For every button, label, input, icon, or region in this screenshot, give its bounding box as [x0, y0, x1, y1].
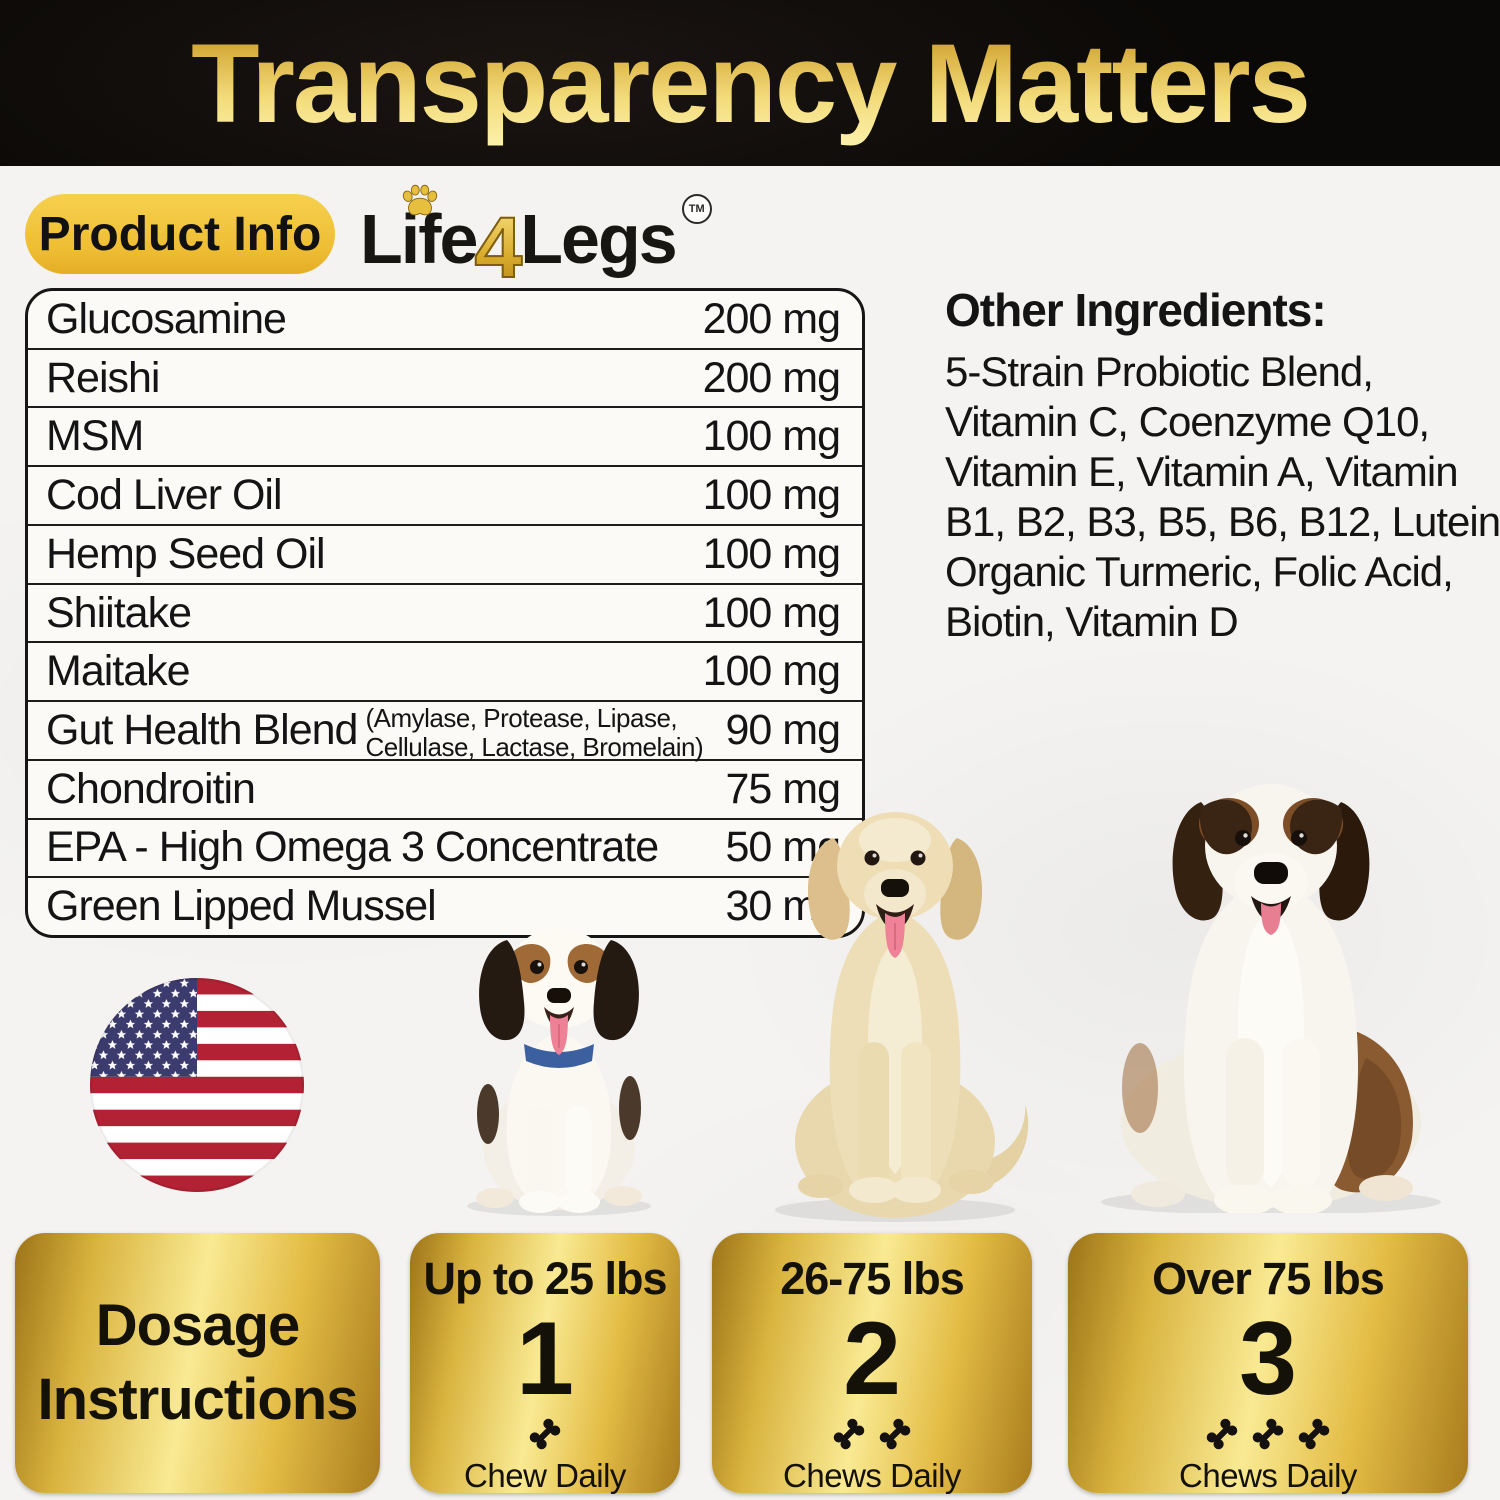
ingredient-amount: 100 mg	[702, 588, 841, 637]
beagle-puppy-photo	[467, 928, 651, 1216]
table-row: Maitake 100 mg	[28, 643, 862, 703]
dosage-heading-line2: Instructions	[37, 1367, 359, 1432]
other-ingredients-title: Other Ingredients:	[945, 284, 1327, 336]
ingredient-name: Shiitake	[46, 588, 192, 637]
table-row: EPA - High Omega 3 Concentrate 50 mg	[28, 820, 862, 879]
golden-retriever-photo	[775, 812, 1029, 1222]
other-ingredients-line: B1, B2, B3, B5, B6, B12, Lutein,	[945, 498, 1500, 545]
bone-icon-row	[828, 1413, 916, 1455]
table-row: Hemp Seed Oil 100 mg	[28, 526, 862, 585]
other-ingredients-line: Vitamin C, Coenzyme Q10,	[945, 398, 1430, 445]
chew-unit-label: Chews Daily	[783, 1457, 961, 1494]
dosage-option-large-dog: Over 75 lbs 3 Chews Daily	[1068, 1233, 1468, 1494]
chew-count: 2	[843, 1301, 901, 1417]
dosage-option-medium-dog: 26-75 lbs 2 Chews Daily	[712, 1233, 1032, 1494]
chew-unit-label: Chews Daily	[1179, 1457, 1357, 1494]
ingredient-amount: 100 mg	[702, 647, 841, 696]
table-row: Cod Liver Oil 100 mg	[28, 467, 862, 526]
ingredient-amount: 100 mg	[702, 529, 841, 578]
table-row: Shiitake 100 mg	[28, 585, 862, 644]
ingredient-amount: 200 mg	[702, 353, 841, 402]
weight-label: Over 75 lbs	[1152, 1253, 1385, 1304]
other-ingredients-line: Biotin, Vitamin D	[945, 598, 1239, 645]
header: Transparency Matters	[0, 0, 1500, 166]
weight-label: Up to 25 lbs	[423, 1253, 667, 1304]
dosage-heading-panel: Dosage Instructions	[15, 1233, 380, 1493]
logo-word-legs: Legs	[520, 200, 677, 278]
ingredient-amount: 100 mg	[702, 412, 841, 461]
table-row-gut-health: Gut Health Blend (Amylase, Protease, Lip…	[28, 702, 862, 761]
ingredient-name: Hemp Seed Oil	[46, 529, 326, 578]
table-row: Reishi 200 mg	[28, 350, 862, 409]
bone-icon-row	[1201, 1413, 1335, 1455]
ingredient-amount: 75 mg	[725, 764, 841, 813]
page-title: Transparency Matters	[191, 20, 1311, 146]
usa-flag-icon	[90, 978, 304, 1192]
dosage-option-small-dog: Up to 25 lbs 1 Chew Daily	[410, 1233, 680, 1494]
chew-count: 3	[1239, 1301, 1297, 1417]
table-row: MSM 100 mg	[28, 408, 862, 468]
saint-bernard-photo	[1101, 784, 1441, 1213]
logo-word-life: Life	[360, 184, 478, 282]
ingredient-name: Maitake	[46, 647, 191, 696]
ingredient-name: Glucosamine	[46, 294, 287, 343]
dosage-heading-line1: Dosage	[95, 1293, 301, 1358]
weight-label: 26-75 lbs	[780, 1253, 965, 1304]
bone-icon	[529, 1418, 561, 1450]
bone-icon	[1252, 1418, 1284, 1450]
ingredient-amount: 100 mg	[702, 471, 841, 520]
chew-count: 1	[516, 1301, 574, 1417]
table-row: Green Lipped Mussel 30 mg	[28, 878, 862, 935]
bone-icon	[879, 1418, 911, 1450]
product-info-label: Product Info	[38, 207, 322, 261]
trademark-mark: TM	[681, 194, 712, 224]
gut-health-note: (Amylase, Protease, Lipase, Cellulase, L…	[365, 703, 704, 762]
ingredient-name: Chondroitin	[46, 764, 256, 813]
product-info-badge: Product Info	[25, 194, 335, 274]
ingredient-name: EPA - High Omega 3 Concentrate	[46, 823, 659, 872]
logo-digit-4: 4	[473, 200, 523, 296]
other-ingredients-line: 5-Strain Probiotic Blend,	[945, 348, 1374, 395]
paw-icon	[402, 184, 438, 216]
ingredient-name: Reishi	[46, 353, 160, 402]
ingredient-name: Cod Liver Oil	[46, 471, 283, 520]
table-row: Chondroitin 75 mg	[28, 761, 862, 820]
other-ingredients-line: Vitamin E, Vitamin A, Vitamin	[945, 448, 1459, 495]
bone-icon	[833, 1418, 865, 1450]
table-row: Glucosamine 200 mg	[28, 291, 862, 350]
bone-icon	[1206, 1418, 1238, 1450]
ingredient-name: Gut Health Blend	[46, 706, 358, 754]
ingredient-name: Green Lipped Mussel	[46, 882, 437, 931]
other-ingredients-line: Organic Turmeric, Folic Acid,	[945, 548, 1454, 595]
ingredient-amount: 90 mg	[725, 706, 841, 754]
brand-logo: Life 4 Legs TM	[360, 184, 712, 292]
chew-unit-label: Chew Daily	[464, 1457, 626, 1494]
bone-icon-row	[524, 1413, 566, 1455]
other-ingredients: Other Ingredients: 5-Strain Probiotic Bl…	[945, 283, 1500, 647]
ingredient-amount: 200 mg	[702, 294, 841, 343]
ingredients-table: Glucosamine 200 mg Reishi 200 mg MSM 100…	[25, 288, 865, 938]
ingredient-name: MSM	[46, 412, 144, 461]
bone-icon	[1298, 1418, 1330, 1450]
